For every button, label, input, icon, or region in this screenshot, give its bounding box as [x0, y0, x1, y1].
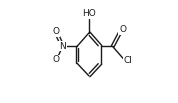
Text: HO: HO — [82, 9, 96, 18]
Text: N: N — [59, 42, 66, 51]
Text: Cl: Cl — [124, 56, 133, 65]
Text: O: O — [52, 27, 59, 36]
Text: O: O — [119, 25, 126, 34]
Text: O: O — [52, 55, 59, 64]
